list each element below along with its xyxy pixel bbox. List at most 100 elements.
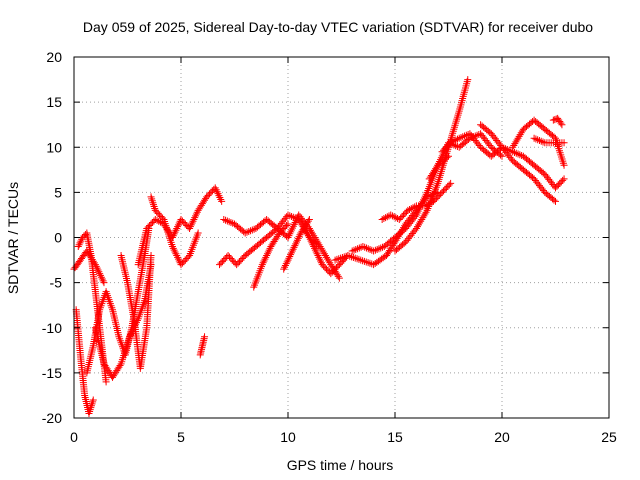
data-point bbox=[398, 212, 406, 220]
sat-track-g-series bbox=[134, 184, 226, 269]
data-point bbox=[529, 174, 537, 182]
data-point bbox=[80, 232, 88, 240]
data-point bbox=[91, 261, 99, 269]
data-point bbox=[475, 142, 483, 150]
data-point bbox=[281, 223, 289, 231]
data-point bbox=[560, 175, 568, 183]
data-point bbox=[186, 224, 194, 232]
data-point bbox=[362, 244, 370, 252]
data-point bbox=[194, 229, 202, 237]
data-point bbox=[277, 227, 285, 235]
data-point bbox=[320, 250, 328, 258]
data-point bbox=[151, 215, 159, 223]
data-point bbox=[149, 199, 157, 207]
data-point bbox=[89, 396, 97, 404]
data-point bbox=[486, 128, 494, 136]
data-point bbox=[293, 236, 301, 244]
data-point bbox=[100, 279, 108, 287]
data-point bbox=[243, 228, 251, 236]
data-point bbox=[208, 187, 216, 195]
data-point bbox=[516, 131, 524, 139]
data-point bbox=[177, 215, 185, 223]
data-point bbox=[247, 227, 255, 235]
data-point bbox=[216, 261, 224, 269]
data-point bbox=[422, 208, 430, 216]
data-point bbox=[539, 169, 547, 177]
data-point bbox=[316, 255, 324, 263]
data-point bbox=[498, 152, 506, 160]
data-point bbox=[556, 179, 564, 187]
data-point bbox=[181, 256, 189, 264]
data-point bbox=[348, 247, 356, 255]
data-point bbox=[552, 197, 559, 205]
data-point bbox=[530, 134, 538, 142]
data-point bbox=[188, 219, 196, 227]
data-point bbox=[280, 265, 288, 273]
data-point bbox=[227, 218, 235, 226]
data-point bbox=[174, 221, 182, 229]
data-point bbox=[438, 188, 446, 196]
data-point bbox=[314, 239, 322, 247]
data-point bbox=[147, 193, 155, 201]
data-point bbox=[262, 253, 270, 261]
data-point bbox=[283, 258, 291, 266]
data-point bbox=[411, 213, 419, 221]
y-tick-label: -20 bbox=[42, 410, 62, 426]
data-point bbox=[173, 224, 181, 232]
data-point bbox=[173, 252, 181, 260]
data-point bbox=[315, 241, 323, 249]
data-point bbox=[539, 138, 547, 146]
x-tick-label: 20 bbox=[494, 429, 510, 445]
data-point bbox=[320, 262, 328, 270]
data-point bbox=[380, 215, 388, 223]
data-point bbox=[311, 244, 319, 252]
data-point bbox=[416, 219, 424, 227]
data-point bbox=[127, 329, 135, 337]
data-point bbox=[412, 224, 420, 232]
data-point bbox=[452, 136, 460, 144]
data-point bbox=[514, 134, 522, 142]
x-tick-label: 5 bbox=[177, 429, 185, 445]
data-point bbox=[400, 239, 408, 247]
data-point bbox=[77, 237, 85, 245]
data-point bbox=[238, 255, 246, 263]
data-point bbox=[507, 147, 515, 155]
data-point bbox=[321, 264, 329, 272]
data-point bbox=[258, 261, 266, 269]
data-point bbox=[171, 228, 179, 236]
data-point bbox=[330, 267, 338, 275]
data-point bbox=[146, 221, 154, 229]
data-point bbox=[180, 258, 188, 266]
data-point bbox=[512, 138, 520, 146]
data-point bbox=[353, 255, 361, 263]
data-point bbox=[153, 208, 161, 216]
data-point bbox=[437, 190, 445, 198]
data-point bbox=[169, 244, 177, 252]
data-point bbox=[89, 398, 97, 406]
data-point bbox=[248, 226, 256, 234]
data-point bbox=[284, 256, 292, 264]
data-point bbox=[288, 212, 296, 220]
data-point bbox=[507, 155, 515, 163]
data-point bbox=[310, 243, 318, 251]
data-point bbox=[143, 224, 151, 232]
data-point bbox=[442, 184, 450, 192]
y-tick-label: 10 bbox=[46, 139, 62, 155]
sat-track-n-series bbox=[301, 224, 352, 278]
data-point bbox=[552, 184, 559, 192]
data-point bbox=[234, 259, 242, 267]
sat-track-d-series bbox=[83, 224, 153, 377]
data-point bbox=[331, 265, 339, 273]
data-point bbox=[459, 133, 467, 141]
data-point bbox=[314, 252, 322, 260]
data-point bbox=[126, 331, 134, 339]
data-point bbox=[315, 253, 323, 261]
data-point bbox=[96, 270, 104, 278]
sat-track-f-series bbox=[117, 252, 155, 372]
data-point bbox=[178, 217, 186, 225]
data-point bbox=[532, 135, 540, 143]
data-point bbox=[401, 209, 409, 217]
y-tick-label: 15 bbox=[46, 94, 62, 110]
data-point bbox=[154, 209, 162, 217]
